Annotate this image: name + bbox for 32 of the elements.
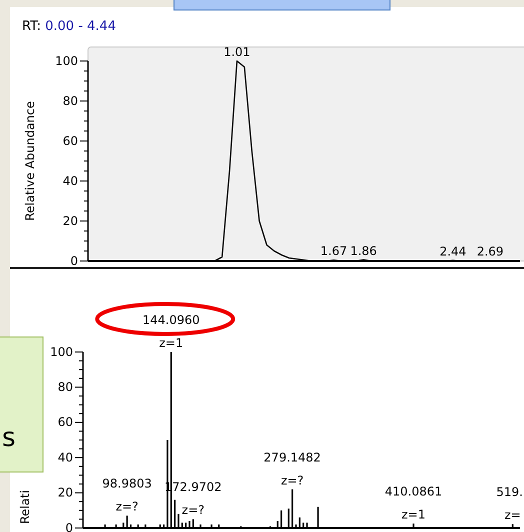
- annotation: z=: [504, 508, 521, 522]
- annotation: 1.86: [350, 244, 377, 258]
- annotation: 410.0861: [384, 484, 442, 499]
- y-tick-label: 0: [70, 254, 78, 268]
- annotation: z=?: [280, 473, 304, 488]
- annotation: 144.0960: [142, 313, 200, 327]
- y-tick-label: 40: [58, 450, 73, 464]
- annotation: 98.9803: [102, 476, 152, 491]
- y-axis-title: Relative Abundance: [23, 101, 37, 221]
- y-tick-label: 20: [58, 486, 73, 500]
- y-tick-label: 20: [62, 214, 78, 228]
- annotation: 2.69: [476, 244, 504, 259]
- annotation: 2.44: [440, 244, 466, 258]
- y-tick-label: 80: [58, 380, 73, 394]
- y-tick-label: 100: [55, 54, 78, 68]
- y-axis-title: Relati: [18, 490, 32, 524]
- y-tick-label: 0: [65, 520, 73, 532]
- note-box: s: [0, 336, 44, 472]
- annotation: z=?: [116, 500, 138, 514]
- y-tick-label: 60: [62, 134, 78, 148]
- annotation: z=?: [182, 503, 205, 518]
- annotation: z=1: [402, 508, 426, 522]
- chart-title: RT: 0.00 - 4.44: [22, 19, 116, 34]
- annotation: z=1: [159, 336, 184, 350]
- annotation: 1.67: [320, 244, 348, 258]
- y-tick-label: 40: [62, 174, 78, 188]
- annotation: 1.01: [224, 45, 250, 59]
- y-tick-label: 80: [62, 94, 78, 108]
- y-tick-label: 60: [58, 415, 73, 430]
- annotation: 279.1482: [264, 450, 321, 464]
- y-tick-label: 100: [50, 344, 73, 359]
- annotation: 519.: [496, 485, 523, 500]
